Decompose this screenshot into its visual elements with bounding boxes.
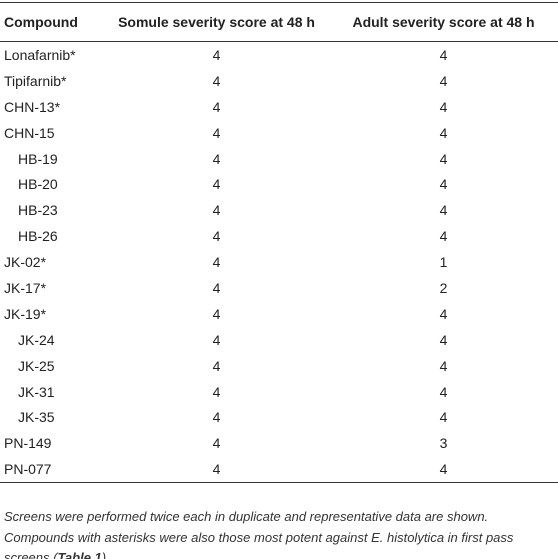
score-cell: 4 <box>212 98 221 115</box>
header-cell: Compound <box>4 14 78 30</box>
score-cell: 4 <box>212 435 221 452</box>
table-row: JK-02* 4 1 <box>0 249 558 275</box>
score-cell: 4 <box>439 331 448 348</box>
compound-cell: JK-02* <box>4 254 47 271</box>
header-cell: Adult severity score at 48 h <box>352 14 535 30</box>
compound-cell: Lonafarnib* <box>4 46 76 63</box>
footnote-text: Screens were performed twice each in dup… <box>4 509 514 559</box>
score-cell: 4 <box>212 202 221 219</box>
score-cell: 4 <box>439 357 448 374</box>
compound-cell: PN-077 <box>4 461 52 478</box>
score-cell: 4 <box>212 279 221 296</box>
table-row: JK-19* 4 4 <box>0 301 558 327</box>
table-row: PN-149 4 3 <box>0 430 558 456</box>
compound-cell: HB-26 <box>18 228 58 245</box>
table-row: HB-19 4 4 <box>0 146 558 172</box>
table-row: Tipifarnib* 4 4 <box>0 68 558 94</box>
table-body: Lonafarnib* 4 4 Tipifarnib* 4 4 CHN-13* 4 4 CHN-1… <box>0 42 558 483</box>
score-cell: 4 <box>212 72 221 89</box>
compound-cell: JK-31 <box>18 383 55 400</box>
compound-cell: HB-20 <box>18 176 58 193</box>
score-cell: 2 <box>439 279 448 296</box>
footnote-text: ). <box>101 550 110 559</box>
score-cell: 4 <box>212 254 221 271</box>
table-row: CHN-15 4 4 <box>0 120 558 146</box>
score-cell: 4 <box>212 331 221 348</box>
table-row: HB-23 4 4 <box>0 197 558 223</box>
compound-cell: JK-24 <box>18 331 55 348</box>
score-cell: 3 <box>439 435 448 452</box>
table-row: JK-17* 4 2 <box>0 275 558 301</box>
data-table: Compound Somule severity score at 48 h A… <box>0 2 558 483</box>
score-cell: 4 <box>212 228 221 245</box>
table-row: HB-26 4 4 <box>0 223 558 249</box>
compound-cell: HB-23 <box>18 202 58 219</box>
score-cell: 4 <box>212 409 221 426</box>
score-cell: 4 <box>212 150 221 167</box>
score-cell: 4 <box>439 461 448 478</box>
footnote: Screens were performed twice each in dup… <box>4 507 556 559</box>
score-cell: 4 <box>439 124 448 141</box>
score-cell: 4 <box>439 98 448 115</box>
score-cell: 4 <box>439 46 448 63</box>
score-cell: 4 <box>439 202 448 219</box>
compound-cell: PN-149 <box>4 435 52 452</box>
table-reference[interactable]: Table 1 <box>57 550 102 559</box>
header-row: Compound Somule severity score at 48 h A… <box>0 2 558 42</box>
compound-cell: HB-19 <box>18 150 58 167</box>
score-cell: 4 <box>212 383 221 400</box>
score-cell: 4 <box>439 305 448 322</box>
score-cell: 4 <box>439 72 448 89</box>
compound-cell: CHN-15 <box>4 124 55 141</box>
score-cell: 4 <box>212 124 221 141</box>
compound-cell: JK-25 <box>18 357 55 374</box>
compound-cell: JK-19* <box>4 305 47 322</box>
table-row: JK-24 4 4 <box>0 327 558 353</box>
score-cell: 4 <box>212 461 221 478</box>
table-row: PN-077 4 4 <box>0 456 558 483</box>
table-row: HB-20 4 4 <box>0 171 558 197</box>
table-row: JK-35 4 4 <box>0 404 558 430</box>
score-cell: 4 <box>439 228 448 245</box>
compound-cell: Tipifarnib* <box>4 72 67 89</box>
score-cell: 4 <box>212 46 221 63</box>
score-cell: 4 <box>439 383 448 400</box>
score-cell: 4 <box>439 176 448 193</box>
score-cell: 4 <box>439 409 448 426</box>
score-cell: 4 <box>212 176 221 193</box>
score-cell: 1 <box>439 254 448 271</box>
compound-cell: CHN-13* <box>4 98 61 115</box>
compound-cell: JK-35 <box>18 409 55 426</box>
score-cell: 4 <box>212 357 221 374</box>
table-row: Lonafarnib* 4 4 <box>0 42 558 68</box>
compound-cell: JK-17* <box>4 279 47 296</box>
table-row: JK-31 4 4 <box>0 379 558 405</box>
table-row: JK-25 4 4 <box>0 353 558 379</box>
score-cell: 4 <box>212 305 221 322</box>
table-row: CHN-13* 4 4 <box>0 94 558 120</box>
score-cell: 4 <box>439 150 448 167</box>
header-cell: Somule severity score at 48 h <box>118 14 315 30</box>
